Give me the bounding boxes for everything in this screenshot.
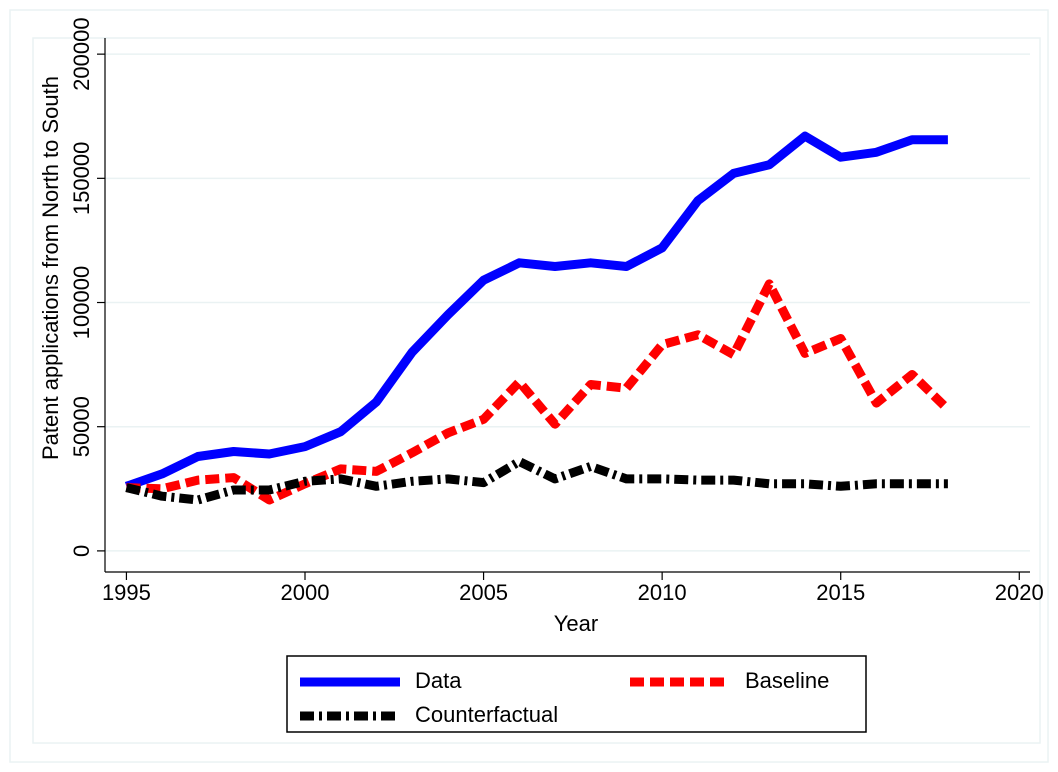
y-tick-label: 100000 bbox=[69, 266, 94, 339]
x-tick-label: 1995 bbox=[102, 580, 151, 605]
legend-label: Data bbox=[415, 668, 462, 693]
x-axis-title: Year bbox=[554, 611, 598, 636]
y-tick-label: 200000 bbox=[69, 17, 94, 90]
legend-label: Counterfactual bbox=[415, 702, 558, 727]
plot-frame bbox=[32, 37, 1041, 744]
x-tick-label: 2015 bbox=[816, 580, 865, 605]
y-tick-label: 50000 bbox=[69, 396, 94, 457]
series-line bbox=[126, 279, 952, 505]
y-axis-title: Patent applications from North to South bbox=[38, 76, 63, 460]
x-tick-label: 2005 bbox=[459, 580, 508, 605]
y-tick-label: 150000 bbox=[69, 142, 94, 215]
series-line bbox=[125, 457, 948, 505]
x-tick-label: 2020 bbox=[995, 580, 1044, 605]
graph-region bbox=[9, 9, 1049, 763]
y-tick-label: 0 bbox=[69, 545, 94, 557]
x-tick-label: 2010 bbox=[638, 580, 687, 605]
x-tick-label: 2000 bbox=[281, 580, 330, 605]
series-line bbox=[124, 131, 948, 491]
legend-label: Baseline bbox=[745, 668, 829, 693]
